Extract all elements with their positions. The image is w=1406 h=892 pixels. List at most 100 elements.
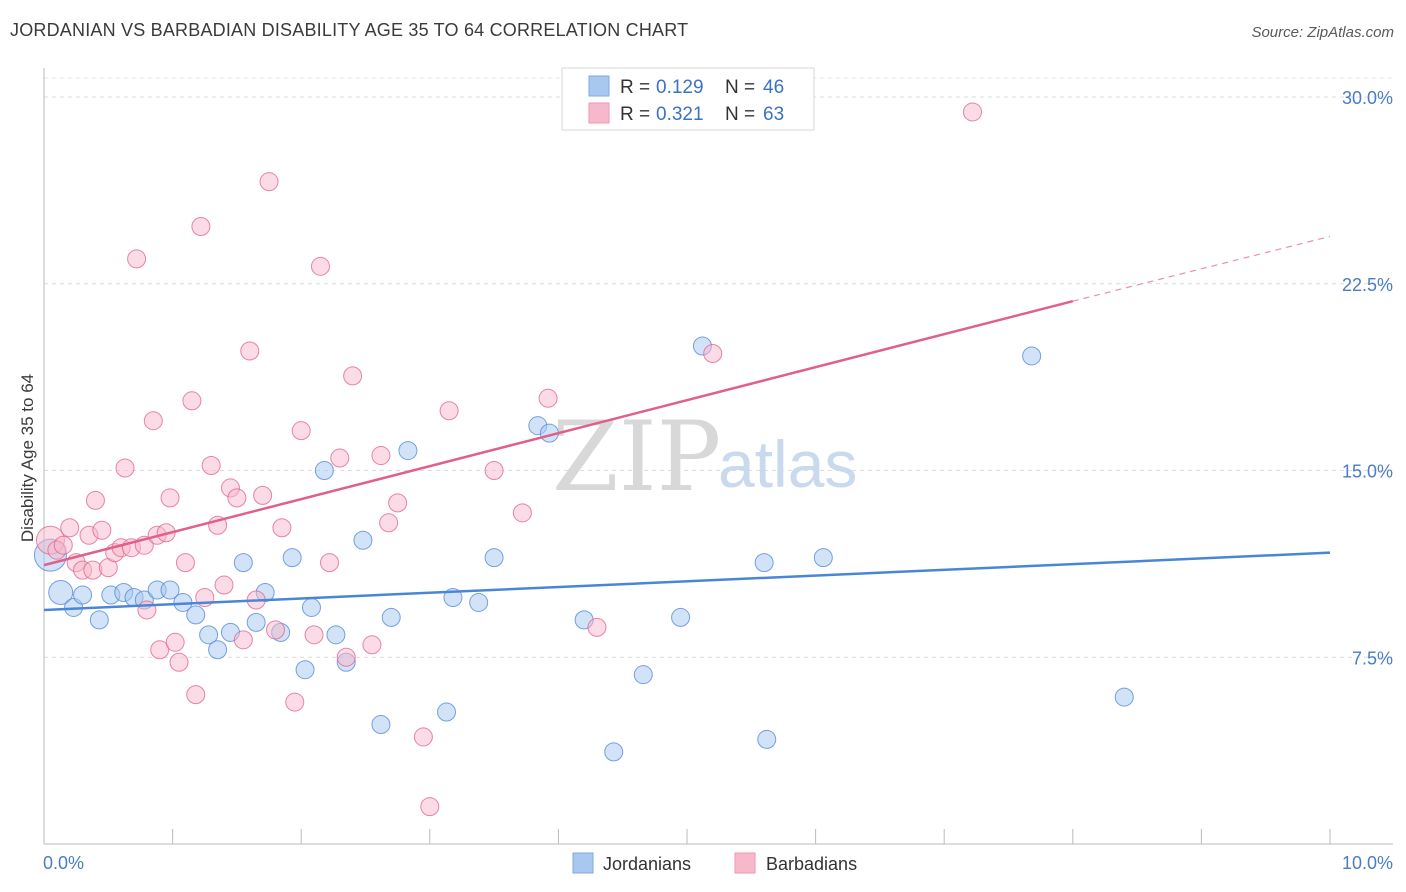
x-tick-label-max: 10.0% xyxy=(1342,853,1393,873)
stats-legend: R = 0.129 N = 46 R = 0.321 N = 63 xyxy=(561,67,815,131)
point-barbadians-62 xyxy=(962,102,982,122)
data-points xyxy=(33,102,1134,817)
y-tick-label-3: 30.0% xyxy=(1342,88,1393,108)
legend-n-value-1: 46 xyxy=(763,77,784,98)
series-legend-swatch-jordanians xyxy=(572,852,594,874)
point-barbadians-56 xyxy=(439,401,459,421)
point-barbadians-47 xyxy=(330,448,350,468)
point-barbadians-35 xyxy=(233,630,253,650)
point-barbadians-8 xyxy=(85,490,105,510)
point-jordanians-41 xyxy=(754,553,774,573)
point-jordanians-30 xyxy=(437,702,457,722)
point-jordanians-29 xyxy=(398,441,418,461)
point-jordanians-17 xyxy=(246,612,266,632)
point-barbadians-38 xyxy=(253,485,273,505)
x-tick-label-min: 0.0% xyxy=(43,853,84,873)
point-barbadians-27 xyxy=(186,685,206,705)
point-barbadians-34 xyxy=(227,488,247,508)
legend-r-label-1: R = xyxy=(620,77,650,98)
point-jordanians-43 xyxy=(813,548,833,568)
y-tick-label-2: 22.5% xyxy=(1342,275,1393,295)
point-jordanians-1 xyxy=(48,580,74,606)
series-legend-label-jordanians: Jordanians xyxy=(603,854,691,874)
trend-line-barbadians xyxy=(43,299,1074,567)
point-jordanians-3 xyxy=(73,585,93,605)
point-jordanians-26 xyxy=(353,530,373,550)
point-jordanians-33 xyxy=(484,548,504,568)
point-barbadians-18 xyxy=(143,411,163,431)
point-barbadians-42 xyxy=(285,692,305,712)
point-jordanians-14 xyxy=(208,640,228,660)
point-jordanians-4 xyxy=(89,610,109,630)
trend-line-extension-barbadians xyxy=(1072,235,1331,302)
series-legend-label-barbadians: Barbadians xyxy=(766,854,857,874)
point-jordanians-13 xyxy=(199,625,219,645)
point-jordanians-16 xyxy=(233,553,253,573)
legend-r-value-2: 0.321 xyxy=(656,104,704,125)
watermark-atlas: atlas xyxy=(718,427,857,501)
point-barbadians-23 xyxy=(165,632,185,652)
point-barbadians-9 xyxy=(92,520,112,540)
point-jordanians-45 xyxy=(1114,687,1134,707)
point-jordanians-10 xyxy=(160,580,180,600)
legend-n-label-1: N = xyxy=(725,77,755,98)
point-barbadians-44 xyxy=(304,625,324,645)
point-barbadians-52 xyxy=(379,513,399,533)
point-barbadians-48 xyxy=(336,647,356,667)
y-tick-labels: 7.5% 15.0% 22.5% 30.0% xyxy=(1342,88,1393,668)
point-jordanians-28 xyxy=(381,607,401,627)
legend-n-value-2: 63 xyxy=(763,104,784,125)
point-barbadians-24 xyxy=(169,652,189,672)
point-jordanians-39 xyxy=(671,607,691,627)
legend-r-label-2: R = xyxy=(620,104,650,125)
point-barbadians-41 xyxy=(272,518,292,538)
point-barbadians-53 xyxy=(388,493,408,513)
point-barbadians-57 xyxy=(484,461,504,480)
legend-swatch-barbadians xyxy=(588,102,610,124)
point-barbadians-25 xyxy=(175,553,195,573)
point-barbadians-17 xyxy=(137,600,157,620)
point-barbadians-39 xyxy=(259,172,279,192)
point-barbadians-15 xyxy=(127,249,147,269)
legend-swatch-jordanians xyxy=(588,75,610,97)
point-jordanians-22 xyxy=(301,597,321,617)
source-credit: Source: ZipAtlas.com xyxy=(1251,24,1394,41)
point-barbadians-32 xyxy=(214,575,234,595)
point-barbadians-13 xyxy=(115,458,135,478)
point-barbadians-55 xyxy=(420,797,440,817)
point-jordanians-12 xyxy=(186,605,206,625)
point-barbadians-22 xyxy=(160,488,180,508)
point-barbadians-43 xyxy=(291,421,311,441)
axes xyxy=(43,68,1393,845)
point-jordanians-23 xyxy=(314,461,334,480)
point-barbadians-61 xyxy=(703,343,723,363)
point-jordanians-32 xyxy=(469,592,489,612)
point-jordanians-42 xyxy=(757,729,777,749)
point-barbadians-49 xyxy=(343,366,363,386)
point-barbadians-28 xyxy=(191,216,211,236)
point-barbadians-26 xyxy=(182,391,202,411)
point-barbadians-54 xyxy=(413,727,433,747)
point-jordanians-24 xyxy=(326,625,346,645)
y-tick-label-0: 7.5% xyxy=(1352,648,1393,668)
point-barbadians-40 xyxy=(265,620,285,640)
series-legend: Jordanians Barbadians xyxy=(572,852,857,874)
watermark-zip: ZIP xyxy=(552,401,721,513)
y-tick-label-1: 15.0% xyxy=(1342,462,1393,482)
trend-line-jordanians xyxy=(43,551,1331,612)
point-jordanians-44 xyxy=(1022,346,1042,366)
point-jordanians-20 xyxy=(282,548,302,568)
point-barbadians-3 xyxy=(60,518,80,538)
point-barbadians-2 xyxy=(53,535,73,555)
point-jordanians-27 xyxy=(371,714,391,734)
legend-r-value-1: 0.129 xyxy=(656,77,704,98)
chart-title: JORDANIAN VS BARBADIAN DISABILITY AGE 35… xyxy=(10,20,689,40)
point-barbadians-50 xyxy=(362,635,382,655)
point-barbadians-46 xyxy=(319,553,339,573)
point-barbadians-30 xyxy=(201,456,221,476)
point-barbadians-20 xyxy=(150,640,170,660)
point-barbadians-51 xyxy=(371,446,391,466)
trend-lines xyxy=(43,235,1331,612)
point-barbadians-36 xyxy=(240,341,260,361)
